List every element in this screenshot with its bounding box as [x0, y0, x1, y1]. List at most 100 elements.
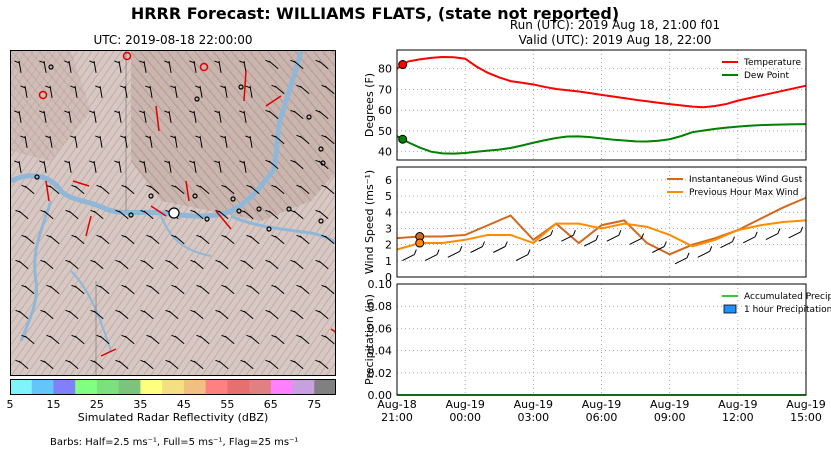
wind-barb	[93, 210, 104, 220]
y-tick-label: 0.04	[368, 345, 393, 358]
wind-barb-feather	[321, 84, 327, 88]
wind-barb-feather	[315, 309, 321, 313]
series-line	[396, 123, 807, 155]
wind-barb-feather	[195, 85, 201, 89]
wind-barb	[43, 260, 54, 270]
chart-wind-barb	[788, 231, 801, 239]
wind-barb	[143, 110, 147, 123]
chart-wind-barb	[720, 241, 733, 249]
wind-barb-feather	[220, 85, 226, 89]
wind-barb-feather	[164, 160, 170, 164]
wind-barb	[124, 185, 135, 195]
chart-wind-barb-feather	[527, 249, 531, 255]
chart-wind-barb	[652, 246, 665, 253]
wind-barb	[324, 335, 335, 345]
wind-barb	[299, 335, 310, 345]
wind-barb-feather	[140, 359, 146, 363]
wind-barb	[249, 285, 260, 295]
colorbar-swatch	[162, 379, 185, 395]
series-line	[396, 219, 807, 251]
reflectivity-colorbar	[10, 379, 336, 395]
wind-barb-feather	[246, 334, 252, 338]
wind-barb-feather	[215, 259, 221, 263]
wind-barb-feather	[20, 135, 26, 139]
wind-barb-feather	[164, 60, 170, 64]
wind-barb-feather	[96, 234, 102, 238]
chart-wind-barb-feather	[436, 249, 440, 255]
red-circles	[38, 51, 209, 100]
wind-barb-feather	[39, 160, 45, 164]
wind-barb	[68, 110, 72, 123]
wind-barb-feather	[89, 160, 95, 164]
wind-barb	[318, 60, 329, 70]
wind-barb	[49, 285, 60, 295]
wind-barb-feather	[196, 334, 202, 338]
wind-barb	[218, 110, 222, 123]
wind-barb	[118, 160, 122, 173]
wind-barb-feather	[246, 234, 252, 238]
wind-barb	[318, 260, 329, 270]
wind-barb-feather	[15, 359, 21, 363]
y-tick-label: 2	[385, 239, 392, 252]
wind-barb	[318, 110, 329, 120]
wind-barb-feather	[40, 209, 46, 213]
wind-barb-feather	[214, 160, 220, 164]
legend-label: 1 hour Precipitation	[744, 305, 831, 315]
wind-barb	[243, 160, 247, 173]
chart-wind-barb	[515, 254, 529, 262]
colorbar-tick-label: 5	[6, 398, 14, 411]
wind-barb	[268, 360, 279, 370]
wind-barb-feather	[315, 59, 321, 63]
wind-barb-feather	[121, 334, 127, 338]
wind-barb	[274, 85, 285, 95]
y-tick-label: 40	[378, 146, 392, 159]
wind-barb	[93, 260, 104, 270]
wind-barb	[99, 135, 103, 148]
chart-panel-3: 0.00 0.02 0.04 0.06 0.08 0.10 Precipitation (i…	[363, 278, 831, 424]
wind-barb-feather	[140, 309, 146, 313]
wind-barb	[299, 285, 310, 295]
wind-barb-feather	[46, 334, 52, 338]
wind-barb-feather	[146, 284, 152, 288]
wind-barb-feather	[15, 309, 21, 313]
wind-barb-feather	[190, 309, 196, 313]
colorbar-swatch	[31, 379, 54, 395]
colorbar-swatch	[183, 379, 207, 395]
y-tick-label: 0.06	[368, 322, 393, 335]
terrain-map-svg	[11, 51, 335, 375]
wind-barbs	[14, 59, 335, 370]
y-tick-label: 0.02	[368, 367, 393, 380]
wind-barb	[74, 135, 78, 148]
chart-wind-barb	[470, 246, 483, 253]
chart-wind-barb-feather	[777, 228, 781, 234]
wind-barb-feather	[71, 234, 77, 238]
wind-barb	[274, 335, 285, 345]
rivers	[11, 51, 335, 352]
wind-barb-feather	[90, 209, 96, 213]
wind-barb	[99, 185, 110, 195]
wind-barb-feather	[45, 85, 51, 89]
wind-barb-feather	[45, 135, 51, 139]
wind-barb-feather	[14, 110, 20, 114]
wind-barb-feather	[221, 184, 227, 188]
wind-barb	[249, 135, 253, 148]
wind-barb	[93, 110, 97, 123]
wind-barb-feather	[95, 135, 101, 139]
wind-barb-feather	[246, 184, 252, 188]
wind-barb-feather	[65, 309, 71, 313]
wind-barb-feather	[171, 234, 177, 238]
wind-barb-feather	[90, 359, 96, 363]
wind-barb-feather	[290, 59, 296, 63]
hill-terrain	[11, 51, 91, 161]
colorbar-swatch	[75, 379, 98, 395]
chart-wind-barb	[561, 234, 574, 242]
wind-barb-feather	[315, 209, 321, 213]
colorbar-tick-label: 65	[263, 398, 278, 411]
chart-wind-barb	[765, 233, 779, 241]
legend-label: Accumulated Precipitation	[744, 292, 831, 302]
wind-barb	[18, 210, 29, 220]
wind-barb-feather	[170, 85, 176, 89]
legend: Accumulated Precipitation 1 hour Precipit…	[722, 292, 831, 315]
legend-label: Instantaneous Wind Gust	[689, 175, 803, 185]
